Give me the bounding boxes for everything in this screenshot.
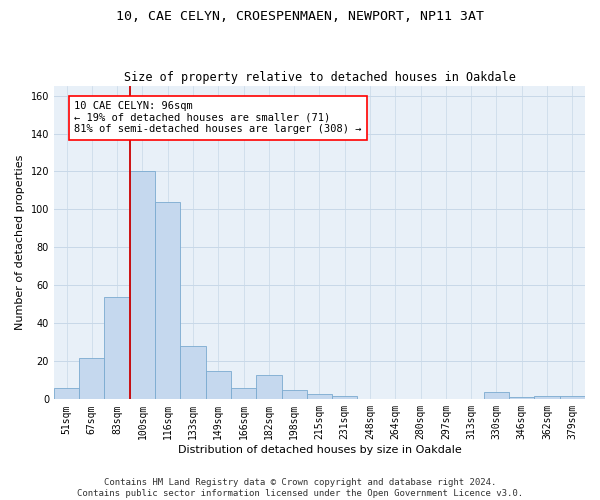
- Bar: [181, 346, 206, 400]
- Bar: [104, 297, 130, 400]
- Bar: [281, 390, 307, 400]
- Bar: [509, 398, 535, 400]
- Bar: [206, 371, 231, 400]
- X-axis label: Distribution of detached houses by size in Oakdale: Distribution of detached houses by size …: [178, 445, 461, 455]
- Bar: [155, 202, 181, 400]
- Bar: [79, 358, 104, 400]
- Bar: [54, 388, 79, 400]
- Bar: [535, 396, 560, 400]
- Bar: [231, 388, 256, 400]
- Bar: [484, 392, 509, 400]
- Title: Size of property relative to detached houses in Oakdale: Size of property relative to detached ho…: [124, 70, 515, 84]
- Y-axis label: Number of detached properties: Number of detached properties: [15, 155, 25, 330]
- Text: 10 CAE CELYN: 96sqm
← 19% of detached houses are smaller (71)
81% of semi-detach: 10 CAE CELYN: 96sqm ← 19% of detached ho…: [74, 101, 362, 134]
- Bar: [256, 374, 281, 400]
- Bar: [307, 394, 332, 400]
- Text: 10, CAE CELYN, CROESPENMAEN, NEWPORT, NP11 3AT: 10, CAE CELYN, CROESPENMAEN, NEWPORT, NP…: [116, 10, 484, 23]
- Bar: [332, 396, 358, 400]
- Bar: [560, 396, 585, 400]
- Bar: [130, 172, 155, 400]
- Text: Contains HM Land Registry data © Crown copyright and database right 2024.
Contai: Contains HM Land Registry data © Crown c…: [77, 478, 523, 498]
